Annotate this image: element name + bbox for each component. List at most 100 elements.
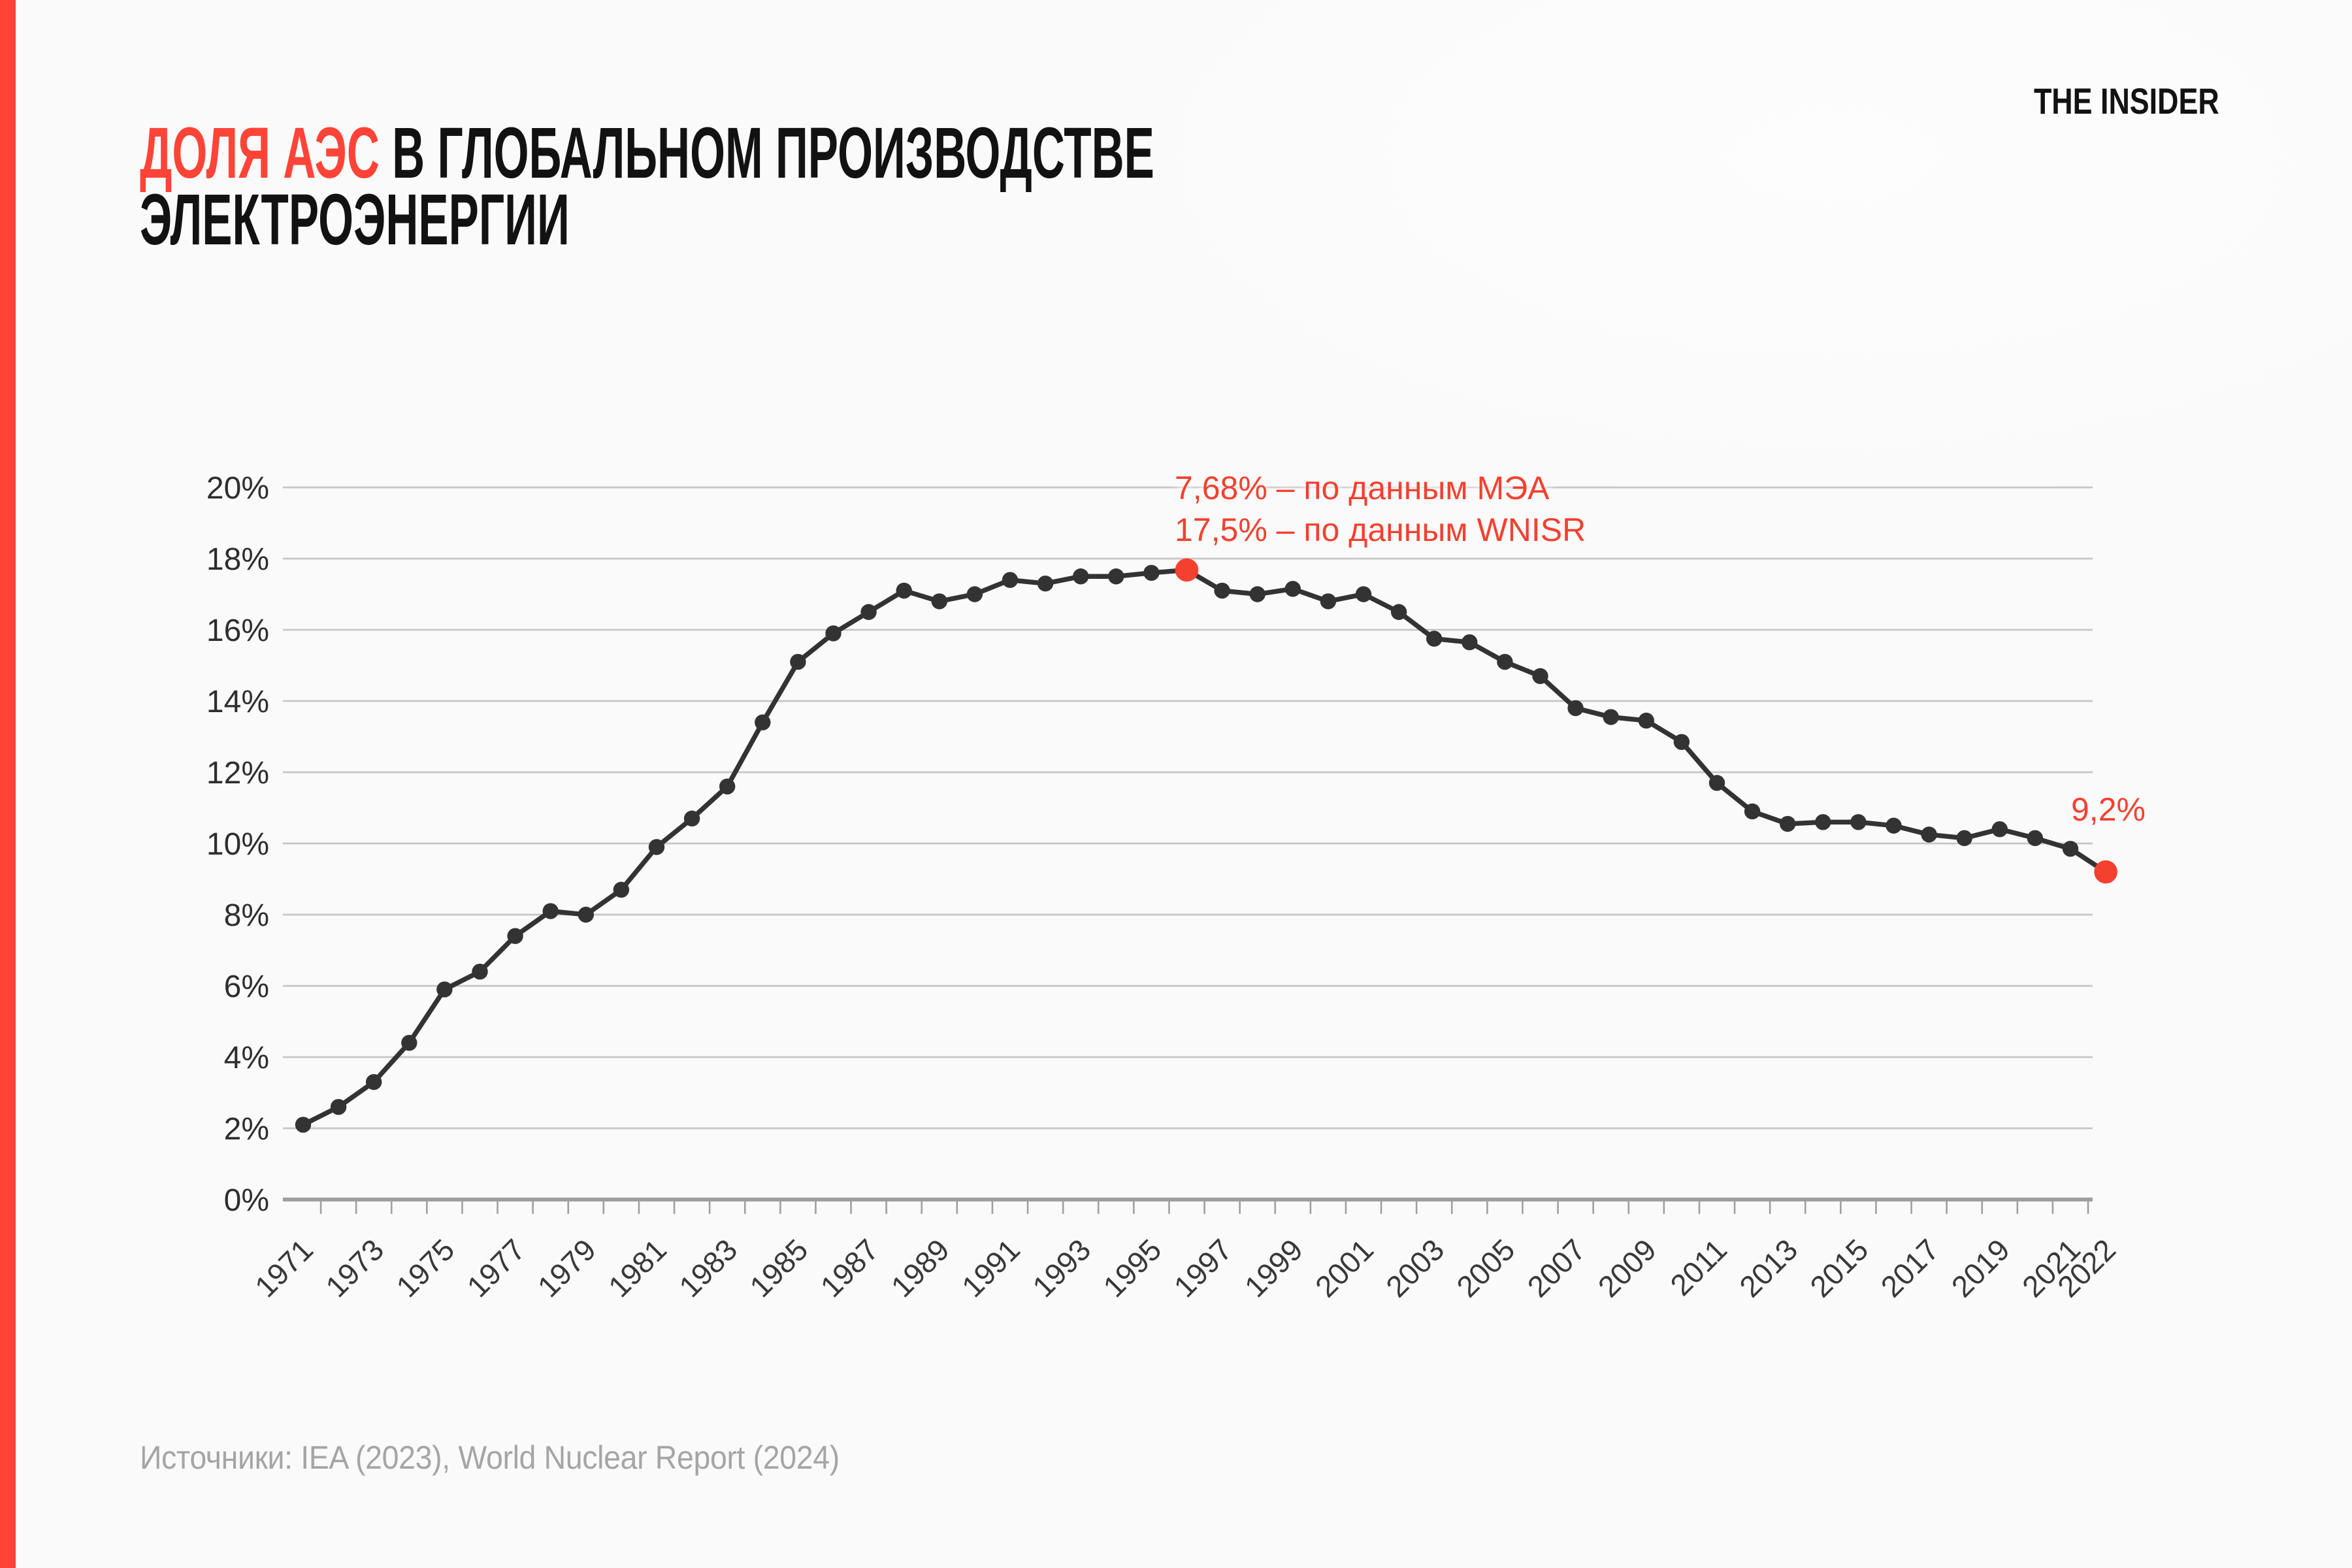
data-point xyxy=(1037,575,1054,592)
peak-annotation: 7,68% – по данным МЭА 17,5% – по данным … xyxy=(1175,468,1586,551)
data-point xyxy=(1143,564,1160,581)
data-point xyxy=(366,1073,382,1090)
chart-title: ДОЛЯ АЭС В ГЛОБАЛЬНОМ ПРОИЗВОДСТВЕ ЭЛЕКТ… xyxy=(140,117,1750,260)
left-accent-bar xyxy=(0,0,16,1568)
x-tick-label: 2017 xyxy=(1874,1232,1946,1303)
x-tick-label: 1985 xyxy=(743,1232,814,1303)
data-point xyxy=(1708,775,1725,791)
data-point xyxy=(1603,709,1619,725)
data-point xyxy=(719,778,736,795)
x-tick-label: 2015 xyxy=(1803,1232,1874,1303)
data-point xyxy=(1320,593,1337,610)
data-point xyxy=(295,1117,312,1133)
x-tick-label: 1975 xyxy=(389,1232,461,1303)
data-point xyxy=(931,593,948,610)
data-point xyxy=(1567,700,1584,717)
y-tick-label: 20% xyxy=(206,471,269,506)
x-tick-label: 2011 xyxy=(1663,1232,1733,1302)
data-point xyxy=(1956,830,1972,847)
highlight-point xyxy=(1175,558,1199,582)
chart-title-accent: ДОЛЯ АЭС xyxy=(140,112,380,193)
x-tick-label: 1989 xyxy=(885,1232,956,1303)
data-point xyxy=(1249,586,1266,602)
peak-annotation-line-wnisr: 17,5% – по данным WNISR xyxy=(1175,512,1586,549)
data-point xyxy=(1426,630,1443,647)
chart-line xyxy=(301,567,2108,1128)
data-point xyxy=(1002,572,1019,588)
x-tick-label: 1977 xyxy=(461,1232,532,1303)
data-point xyxy=(1214,582,1230,599)
data-point xyxy=(683,810,700,827)
data-point xyxy=(1921,826,1937,843)
x-tick-label: 2009 xyxy=(1592,1232,1663,1303)
y-tick-label: 14% xyxy=(206,685,269,719)
x-tick-label: 2013 xyxy=(1733,1232,1804,1303)
data-point xyxy=(860,604,877,620)
chart-title-line2: ЭЛЕКТРОЭНЕРГИИ xyxy=(140,179,570,260)
data-point xyxy=(825,625,841,642)
x-tick-label: 2007 xyxy=(1521,1232,1592,1303)
data-point xyxy=(472,964,488,980)
x-tick-label: 2019 xyxy=(1945,1232,2016,1303)
data-point xyxy=(1780,815,1796,832)
x-tick-label: 1995 xyxy=(1096,1232,1168,1303)
data-point xyxy=(1390,604,1407,620)
x-tick-label: 2001 xyxy=(1309,1232,1380,1303)
data-point xyxy=(966,586,983,602)
x-tick-label: 2005 xyxy=(1450,1232,1521,1303)
publisher-logo-text: THE INSIDER xyxy=(2033,81,2219,122)
data-point xyxy=(896,582,912,599)
x-tick-label: 2003 xyxy=(1379,1232,1450,1303)
data-point xyxy=(1462,634,1478,651)
y-tick-label: 16% xyxy=(206,613,269,648)
source-note-text: Источники: IEA (2023), World Nuclear Rep… xyxy=(140,1440,840,1477)
data-point xyxy=(401,1035,417,1051)
data-point xyxy=(613,881,630,898)
x-tick-label: 1983 xyxy=(672,1232,743,1303)
x-tick-label: 1993 xyxy=(1026,1232,1097,1303)
data-point xyxy=(1532,668,1548,685)
x-tick-label: 1973 xyxy=(319,1232,390,1303)
data-point xyxy=(1744,803,1761,820)
x-tick-label: 1987 xyxy=(814,1232,885,1303)
highlight-point xyxy=(2094,860,2117,884)
y-tick-label: 12% xyxy=(206,756,269,791)
data-point xyxy=(1355,586,1372,602)
data-point xyxy=(790,653,806,670)
data-point xyxy=(1673,734,1690,750)
x-tick-label: 1971 xyxy=(248,1232,319,1303)
y-tick-label: 10% xyxy=(206,827,269,862)
data-point xyxy=(578,906,594,923)
data-point xyxy=(1497,653,1513,670)
data-point xyxy=(1108,568,1124,585)
y-tick-label: 6% xyxy=(224,970,269,1004)
x-tick-label: 1981 xyxy=(602,1232,673,1303)
data-point xyxy=(507,928,523,944)
data-point xyxy=(330,1099,347,1115)
publisher-logo: THE INSIDER xyxy=(1987,81,2219,123)
peak-annotation-line-iea: 7,68% – по данным МЭА xyxy=(1175,470,1550,507)
data-point xyxy=(755,714,771,730)
data-point xyxy=(1073,568,1089,585)
y-tick-label: 0% xyxy=(224,1183,269,1218)
data-point xyxy=(2027,830,2044,847)
data-point xyxy=(1284,581,1301,597)
data-point xyxy=(542,903,559,919)
x-tick-label: 1979 xyxy=(531,1232,602,1303)
data-point xyxy=(436,981,453,998)
x-tick-label: 1991 xyxy=(955,1232,1026,1303)
data-point xyxy=(2062,840,2079,857)
y-tick-label: 18% xyxy=(206,542,269,577)
y-tick-label: 8% xyxy=(224,898,269,933)
x-tick-label: 1999 xyxy=(1238,1232,1309,1303)
data-point xyxy=(648,839,665,855)
source-note: Источники: IEA (2023), World Nuclear Rep… xyxy=(140,1440,892,1478)
y-tick-label: 2% xyxy=(224,1112,269,1147)
x-tick-label: 1997 xyxy=(1168,1232,1239,1303)
chart-title-rest: В ГЛОБАЛЬНОМ ПРОИЗВОДСТВЕ xyxy=(379,112,1154,193)
data-point xyxy=(1886,817,1902,834)
end-value-label: 9,2% xyxy=(2071,792,2146,828)
data-point xyxy=(1638,712,1654,729)
